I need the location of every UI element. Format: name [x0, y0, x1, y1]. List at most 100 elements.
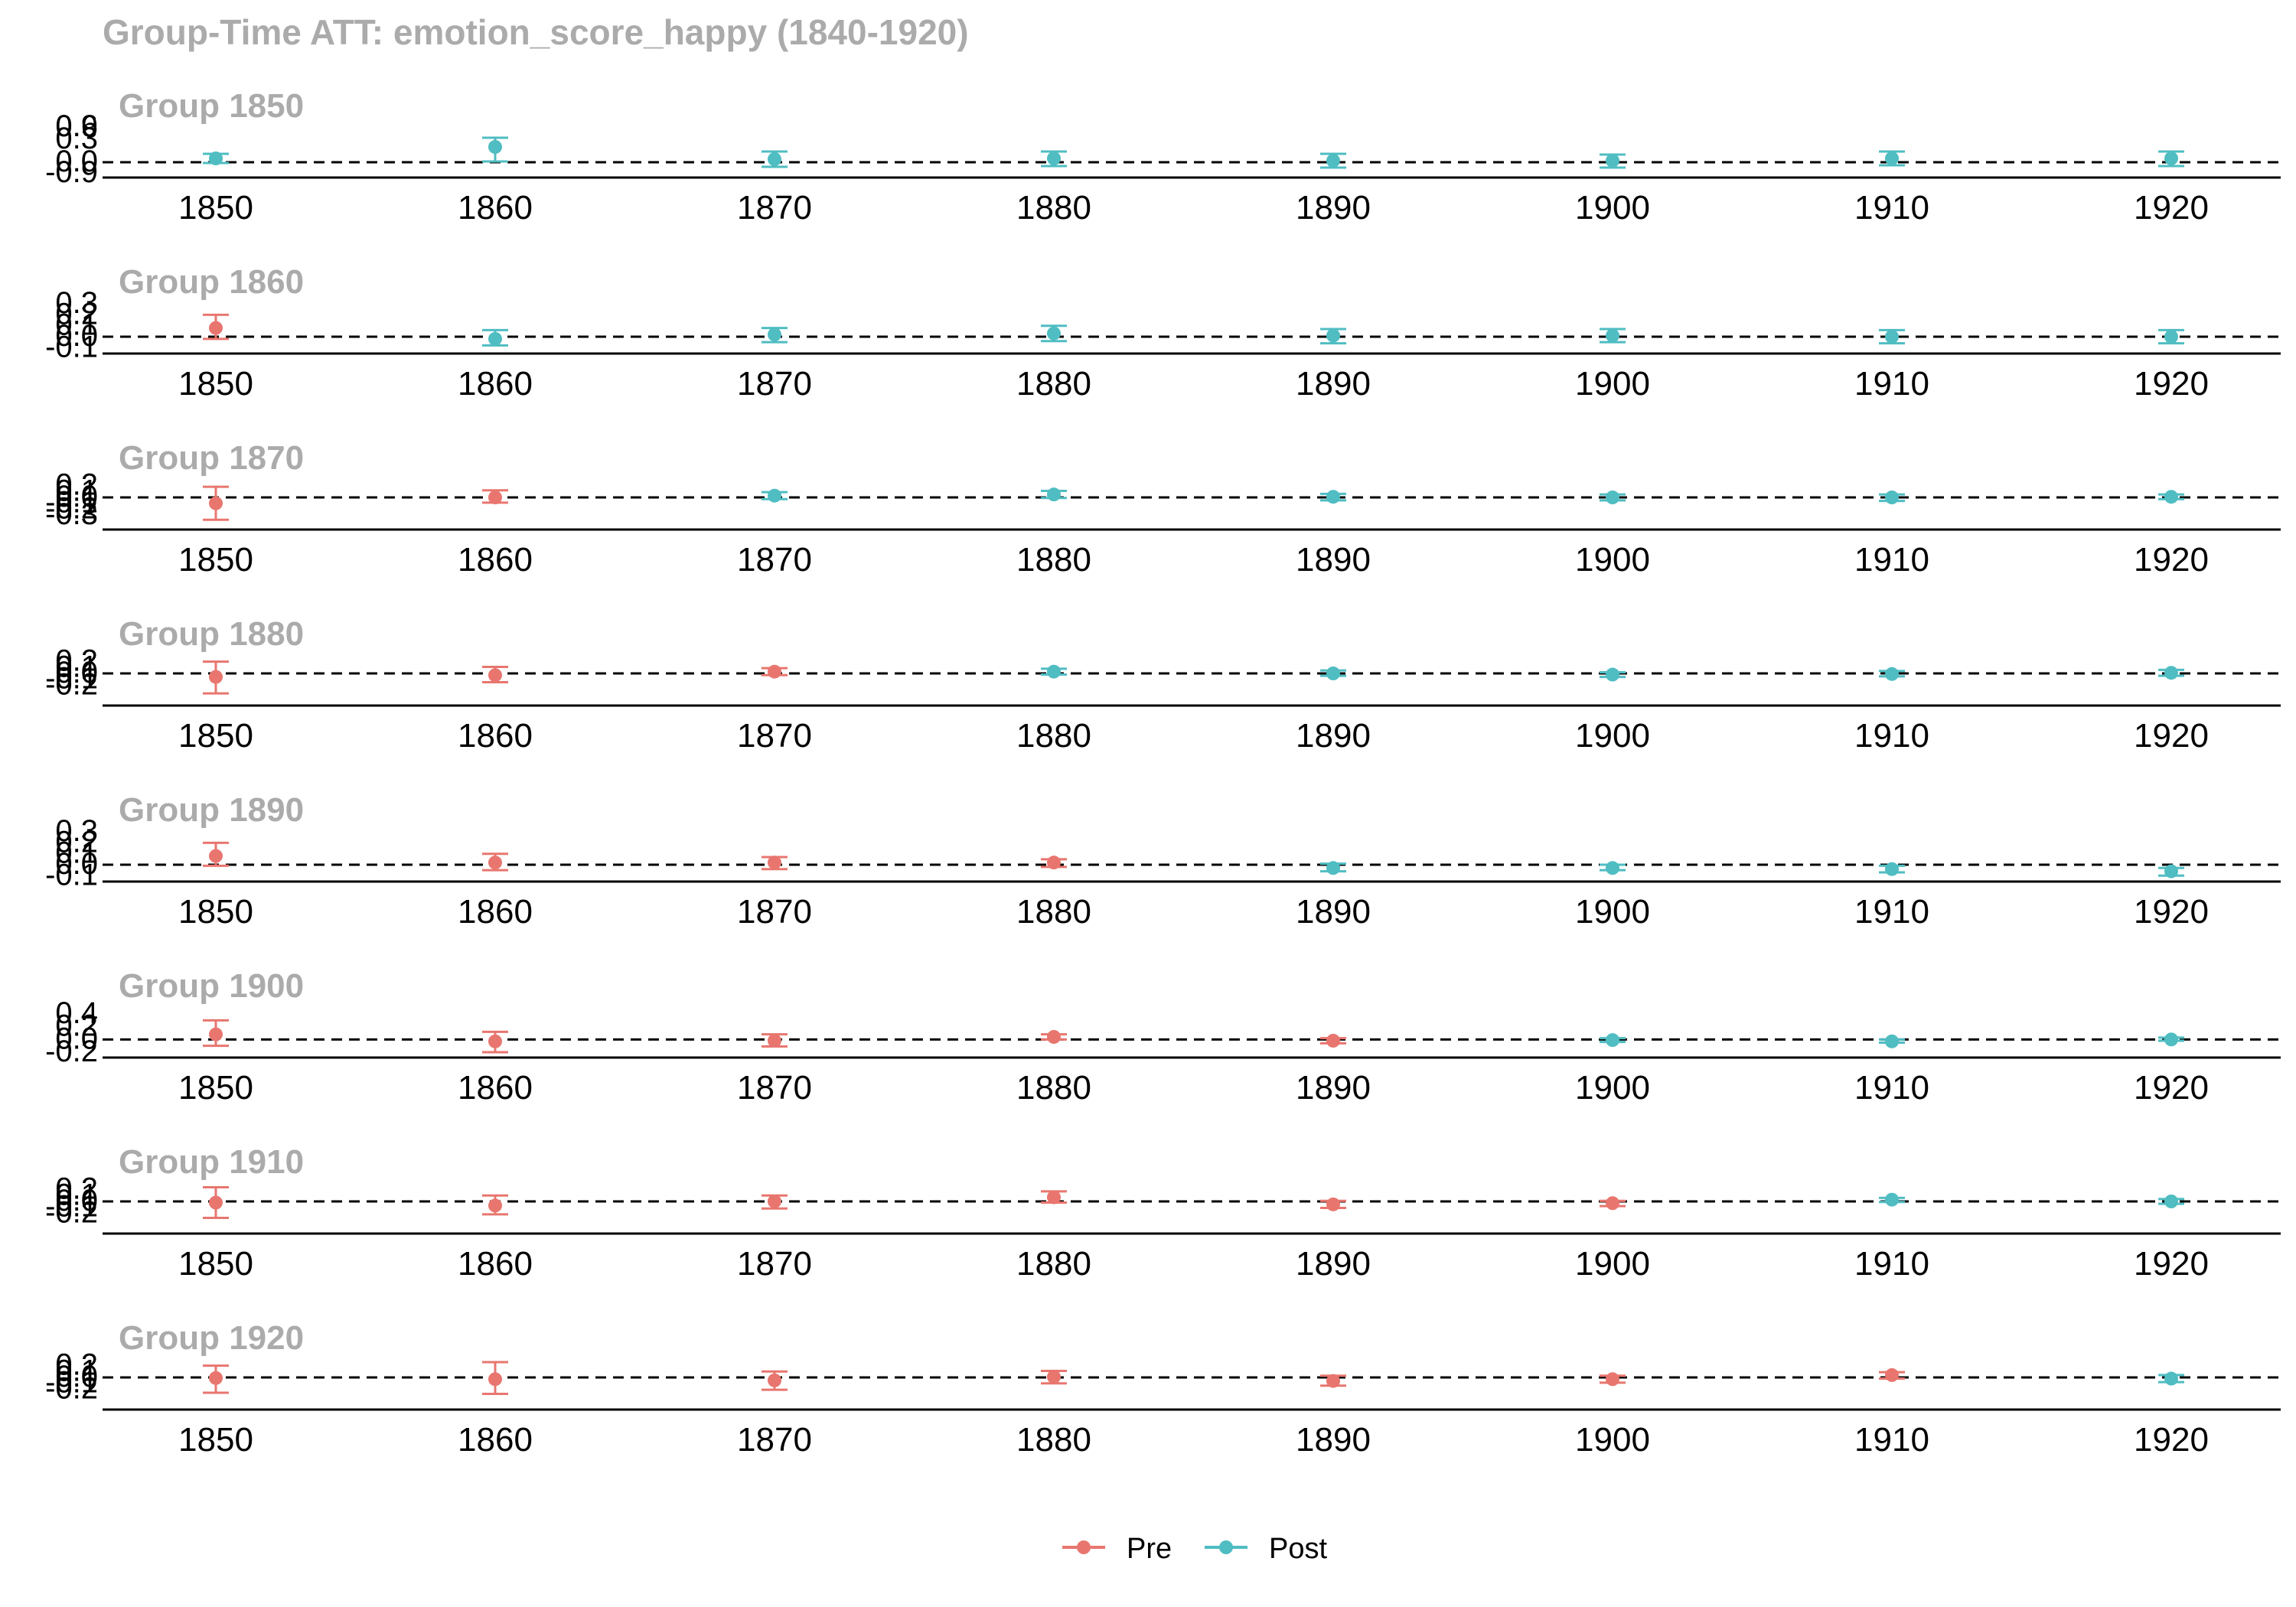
x-tick-label: 1880 — [1016, 541, 1091, 579]
x-tick-label: 1880 — [1016, 365, 1091, 403]
panel: Group 1850 -0.90.00.30.60.9 1850 1860 1870 18… — [45, 87, 2281, 227]
data-point — [2164, 1195, 2178, 1208]
panel: Group 1920 -0.2-0.10.00.10.2 1850 1860 1870 1… — [45, 1319, 2281, 1459]
y-tick-label: 0.0 — [55, 847, 98, 881]
x-tick-label: 1860 — [458, 893, 533, 931]
panel-title: Group 1920 — [119, 1319, 304, 1357]
x-tick-label: 1920 — [2134, 541, 2209, 579]
data-point — [1885, 1192, 1899, 1207]
panel-title: Group 1910 — [119, 1143, 304, 1181]
x-tick-label: 1890 — [1296, 1069, 1371, 1107]
y-tick-label: 0.2 — [55, 825, 98, 859]
x-tick-label: 1850 — [178, 717, 253, 755]
data-point — [1047, 856, 1061, 870]
data-point — [768, 328, 781, 342]
y-tick-label: 0.0 — [55, 1184, 98, 1217]
x-tick-label: 1900 — [1575, 1421, 1650, 1459]
x-tick-label: 1910 — [1854, 717, 1929, 755]
y-tick-label: 0.2 — [55, 1009, 98, 1043]
panel-title: Group 1890 — [119, 791, 304, 829]
y-tick-label: 0.2 — [55, 297, 98, 331]
x-tick-label: 1850 — [178, 1245, 253, 1283]
data-point — [768, 488, 781, 503]
data-point — [1606, 491, 1619, 504]
data-point — [1047, 1190, 1061, 1204]
x-tick-label: 1890 — [1296, 1245, 1371, 1283]
data-point — [1606, 1196, 1619, 1211]
y-tick-label: 0.9 — [55, 109, 98, 143]
x-tick-label: 1910 — [1854, 541, 1929, 579]
data-point — [209, 152, 223, 165]
x-tick-label: 1870 — [737, 189, 812, 227]
panel: Group 1870 -0.3-0.2-0.10.00.10.2 1850 1860 1… — [45, 439, 2281, 579]
data-point — [1047, 1370, 1061, 1384]
x-tick-label: 1870 — [737, 541, 812, 579]
x-tick-label: 1850 — [178, 189, 253, 227]
data-point — [2164, 490, 2178, 504]
x-tick-label: 1920 — [2134, 189, 2209, 227]
chart-title: Group-Time ATT: emotion_score_happy (184… — [103, 12, 969, 52]
data-point — [1885, 330, 1899, 344]
data-point — [1047, 487, 1061, 502]
data-point — [768, 664, 781, 679]
x-tick-label: 1910 — [1854, 365, 1929, 403]
data-point — [768, 1195, 781, 1208]
x-tick-label: 1900 — [1575, 717, 1650, 755]
data-point — [209, 849, 223, 863]
data-point — [1606, 1372, 1619, 1387]
data-point — [488, 856, 502, 870]
y-tick-label: -0.2 — [45, 1195, 98, 1229]
y-tick-label: 0.1 — [55, 1178, 98, 1211]
y-tick-label: -0.1 — [45, 1366, 98, 1400]
data-point — [768, 1373, 781, 1387]
y-tick-label: -0.1 — [45, 486, 98, 520]
data-point — [2164, 1371, 2178, 1386]
panel: Group 1880 -0.2-0.10.00.10.2 1850 1860 1870 1… — [45, 615, 2281, 755]
y-tick-label: -0.1 — [45, 662, 98, 696]
x-tick-label: 1910 — [1854, 1421, 1929, 1459]
x-tick-label: 1860 — [458, 189, 533, 227]
x-tick-label: 1910 — [1854, 893, 1929, 931]
data-point — [1885, 862, 1899, 876]
data-point — [1326, 861, 1340, 875]
y-tick-label: 0.6 — [55, 109, 98, 143]
x-tick-label: 1920 — [2134, 717, 2209, 755]
data-point — [488, 491, 502, 504]
data-point — [1885, 491, 1899, 504]
y-tick-label: -0.1 — [45, 858, 98, 892]
panel-title: Group 1850 — [119, 87, 304, 125]
x-tick-label: 1920 — [2134, 1421, 2209, 1459]
data-point — [768, 1034, 781, 1048]
y-tick-label: 0.3 — [55, 814, 98, 848]
data-point — [1606, 154, 1619, 168]
data-point — [1326, 1197, 1340, 1211]
y-tick-label: -0.2 — [45, 1371, 98, 1405]
data-point — [209, 1027, 223, 1041]
data-point — [488, 331, 502, 346]
x-tick-label: 1860 — [458, 717, 533, 755]
data-point — [2164, 864, 2178, 878]
y-tick-label: 0.1 — [55, 650, 98, 683]
x-tick-label: 1890 — [1296, 189, 1371, 227]
panel: Group 1900 -0.20.00.20.4 1850 1860 1870 1880 1… — [45, 967, 2281, 1107]
data-point — [2164, 1032, 2178, 1047]
y-tick-label: 0.1 — [55, 1354, 98, 1387]
x-tick-label: 1870 — [737, 717, 812, 755]
x-tick-label: 1920 — [2134, 1245, 2209, 1283]
x-tick-label: 1900 — [1575, 189, 1650, 227]
x-tick-label: 1870 — [737, 893, 812, 931]
data-point — [209, 670, 223, 684]
data-point — [1606, 328, 1619, 343]
data-point — [209, 1371, 223, 1385]
x-tick-label: 1920 — [2134, 893, 2209, 931]
y-tick-label: -0.9 — [45, 155, 98, 189]
x-tick-label: 1860 — [458, 1421, 533, 1459]
x-tick-label: 1900 — [1575, 1245, 1650, 1283]
x-tick-label: 1850 — [178, 1421, 253, 1459]
data-point — [1885, 152, 1899, 165]
data-point — [1606, 1033, 1619, 1048]
x-tick-label: 1850 — [178, 365, 253, 403]
y-tick-label: -0.2 — [45, 1035, 98, 1068]
data-point — [488, 1372, 502, 1387]
